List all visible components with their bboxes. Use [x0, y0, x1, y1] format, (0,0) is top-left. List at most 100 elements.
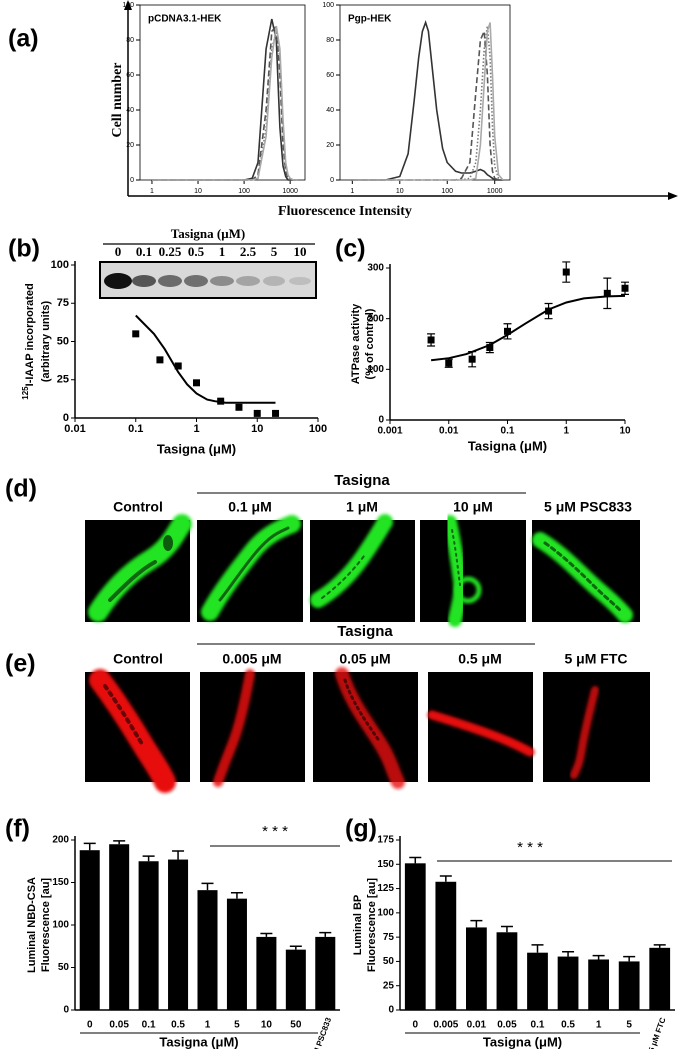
y-tick-label: 0 [330, 177, 334, 184]
micrograph [310, 514, 415, 622]
y-tick-label: 75 [57, 297, 69, 309]
error-bar [172, 850, 185, 860]
x-tick-label: 0.01 [439, 426, 459, 437]
error-bar [113, 840, 126, 845]
column-label: 0.1 μM [228, 499, 272, 515]
column-label: 1 μM [346, 499, 378, 515]
bar [109, 844, 130, 1010]
fit-line [135, 314, 276, 404]
error-bar [230, 891, 243, 899]
x-tick-label: 0.01 [467, 1020, 487, 1031]
x-tick-label: 1 [193, 423, 199, 435]
y-tick-label: 60 [326, 72, 334, 79]
y-tick-label: 40 [126, 107, 134, 114]
bar [404, 863, 426, 1010]
y-axis-label: Luminal NBD-CSA [26, 877, 38, 973]
histogram-line [352, 20, 504, 181]
micrograph [543, 672, 650, 782]
x-tick-label: 1 [350, 188, 354, 195]
column-label: 0.05 μM [339, 651, 390, 667]
lane-label: 0.1 [136, 244, 152, 259]
y-axis-label: Luminal BP [352, 895, 364, 956]
error-bar [83, 842, 96, 851]
y-tick-label: 200 [367, 313, 384, 324]
x-tick-label: 5 μM PSC833 [307, 1016, 333, 1049]
data-point [174, 362, 182, 370]
error-bar [409, 856, 422, 864]
annotation: * * * [262, 823, 288, 840]
x-tick-label: 0.05 [109, 1020, 129, 1031]
y-tick-label: 25 [383, 980, 395, 991]
x-tick-label: 1000 [282, 188, 298, 195]
group-label: Tasigna [337, 623, 393, 640]
label-text: Fluorescence [au] [366, 878, 378, 972]
y-tick-label: 100 [52, 920, 69, 931]
column-label: 0.5 μM [458, 651, 502, 667]
micrograph [85, 514, 192, 622]
group-label: Tasigna [334, 472, 390, 489]
bar [226, 898, 247, 1010]
error-bar [439, 875, 452, 882]
x-tick-label: 5 μM FTC [647, 1016, 668, 1049]
histogram-line [152, 25, 299, 181]
bar [256, 936, 277, 1010]
data-point [562, 268, 570, 276]
bar [168, 859, 189, 1010]
x-tick-label: 1 [205, 1020, 211, 1031]
data-point [445, 359, 453, 367]
bar [496, 932, 518, 1010]
y-tick-label: 125 [377, 883, 394, 894]
arrow-head [668, 192, 678, 200]
y-tick-label: 50 [383, 956, 395, 967]
lane-label: 1 [219, 244, 226, 259]
fit-line [430, 294, 626, 362]
x-tick-label: 1 [150, 188, 154, 195]
histogram-line [352, 22, 504, 181]
panel-label: (g) [345, 815, 377, 843]
y-tick-label: 75 [383, 932, 395, 943]
lane-label: 0.25 [159, 244, 182, 259]
y-axis-label: (% of control) [364, 308, 376, 379]
chart-title: pCDNA3.1-HEK [148, 14, 222, 25]
annotation: * * * [517, 839, 543, 856]
lane-label: 2.5 [240, 244, 257, 259]
data-point [193, 379, 200, 387]
lane-label: 10 [294, 244, 307, 259]
x-axis-label: Tasigna (μM) [159, 1034, 238, 1049]
error-bar [470, 919, 483, 928]
y-axis-label: (arbitrary units) [40, 301, 52, 383]
x-tick-label: 100 [309, 423, 327, 435]
x-tick-label: 0.1 [501, 426, 515, 437]
arrow-head [124, 0, 132, 10]
y-tick-label: 60 [126, 72, 134, 79]
x-tick-label: 0.001 [377, 426, 402, 437]
y-tick-label: 300 [367, 263, 384, 274]
error-bar [201, 882, 214, 891]
error-bar [319, 931, 332, 937]
histogram-line [152, 18, 299, 181]
y-tick-label: 100 [122, 2, 134, 9]
panel-label: (a) [8, 25, 39, 53]
x-axis-label: Fluorescence Intensity [278, 204, 412, 219]
column-label: 5 μM FTC [564, 651, 627, 667]
error-bar [142, 855, 155, 862]
x-tick-label: 0 [87, 1020, 93, 1031]
plot-frame [339, 4, 511, 181]
y-tick-label: 20 [326, 142, 334, 149]
y-tick-label: 0 [378, 415, 384, 426]
gel-bands [104, 273, 311, 289]
x-tick-label: 10 [261, 1020, 273, 1031]
data-point [156, 356, 164, 364]
x-tick-label: 10 [396, 188, 404, 195]
x-tick-label: 0.1 [128, 423, 143, 435]
x-tick-label: 100 [238, 188, 250, 195]
label-text: Fluorescence [au] [40, 878, 52, 972]
error-bar [289, 945, 302, 950]
micrograph [532, 520, 640, 623]
gel-header: Tasigna (μM) [171, 226, 245, 241]
column-label: 0.005 μM [222, 651, 281, 667]
data-point [545, 307, 553, 315]
panel-label: (b) [8, 235, 40, 263]
column-label: Control [113, 499, 163, 515]
x-tick-label: 100 [441, 188, 453, 195]
